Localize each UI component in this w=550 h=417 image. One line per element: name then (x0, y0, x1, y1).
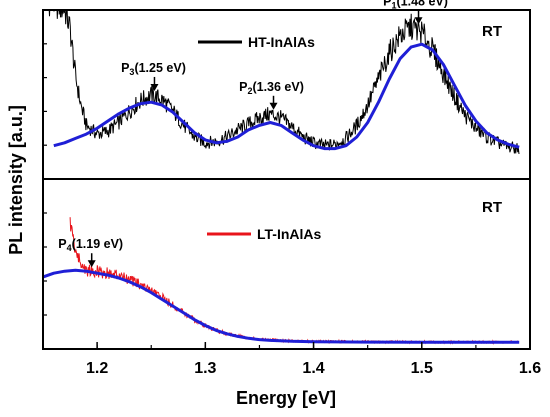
legend-label: LT-InAlAs (257, 226, 322, 242)
bottom-panel-frame (42, 178, 531, 350)
peak-label: P2(1.36 eV) (239, 80, 304, 96)
peak-label: P1(1.48 eV) (383, 0, 448, 10)
peak-arrow-head (87, 260, 96, 268)
peak-arrow-head (150, 83, 159, 91)
series-fit-curve (44, 268, 520, 344)
x-axis-label: Energy [eV] (236, 388, 336, 408)
peak-label: P4(1.19 eV) (58, 237, 123, 253)
legend-label: HT-InAlAs (248, 34, 315, 50)
series-ht-inalas (48, 11, 520, 155)
x-axis: 1.2 1.3 1.4 1.5 1.6 (42, 342, 541, 377)
x-tick-label: 1.2 (86, 360, 108, 377)
x-tick-label: 1.4 (302, 360, 324, 377)
peak-arrow-head (414, 17, 423, 25)
top-panel: HT-InAlAs RT P1(1.48 eV) P2(1.36 eV) P3(1.25… (42, 0, 531, 180)
series-fit-curve (53, 42, 520, 151)
peak-arrow-head (269, 102, 278, 110)
x-tick-label: 1.3 (194, 360, 216, 377)
y-axis-label: PL intensity [a.u.] (6, 105, 26, 255)
rt-label: RT (482, 199, 502, 216)
peak-label: P3(1.25 eV) (121, 61, 186, 77)
x-tick-label: 1.5 (411, 360, 433, 377)
rt-label: RT (482, 23, 502, 40)
x-tick-label: 1.6 (519, 360, 541, 377)
bottom-panel: LT-InAlAs RT P4(1.19 eV) (42, 178, 531, 350)
